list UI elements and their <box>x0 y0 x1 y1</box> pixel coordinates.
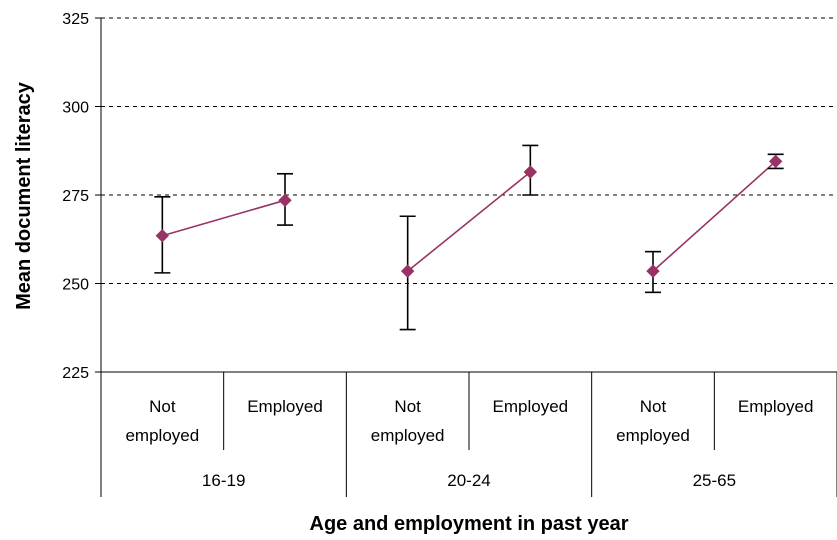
y-tick-label: 275 <box>62 188 89 205</box>
group-label: 20-24 <box>447 471 490 490</box>
series-line <box>162 199 286 237</box>
y-tick-label: 225 <box>62 365 89 382</box>
category-label: Employed <box>493 397 569 416</box>
data-point-marker <box>278 193 292 208</box>
group-label: 25-65 <box>693 471 736 490</box>
y-axis-title: Mean document literacy <box>13 81 35 310</box>
x-axis-title: Age and employment in past year <box>310 513 629 535</box>
category-label: Employed <box>247 397 323 416</box>
series-line <box>407 171 531 272</box>
series-line <box>652 160 777 272</box>
category-label: Not employed <box>616 397 690 445</box>
y-tick-label: 250 <box>62 277 89 294</box>
category-label: Not employed <box>371 397 445 445</box>
data-point-marker <box>768 154 783 169</box>
data-point-marker <box>523 165 538 179</box>
y-tick-label: 300 <box>62 100 89 117</box>
group-label: 16-19 <box>202 471 245 490</box>
data-point-marker <box>155 229 170 243</box>
data-point-marker <box>646 264 660 278</box>
y-tick-label: 325 <box>62 11 89 28</box>
category-label: Employed <box>738 397 814 416</box>
data-point-marker <box>400 264 415 278</box>
category-label: Not employed <box>125 397 199 445</box>
